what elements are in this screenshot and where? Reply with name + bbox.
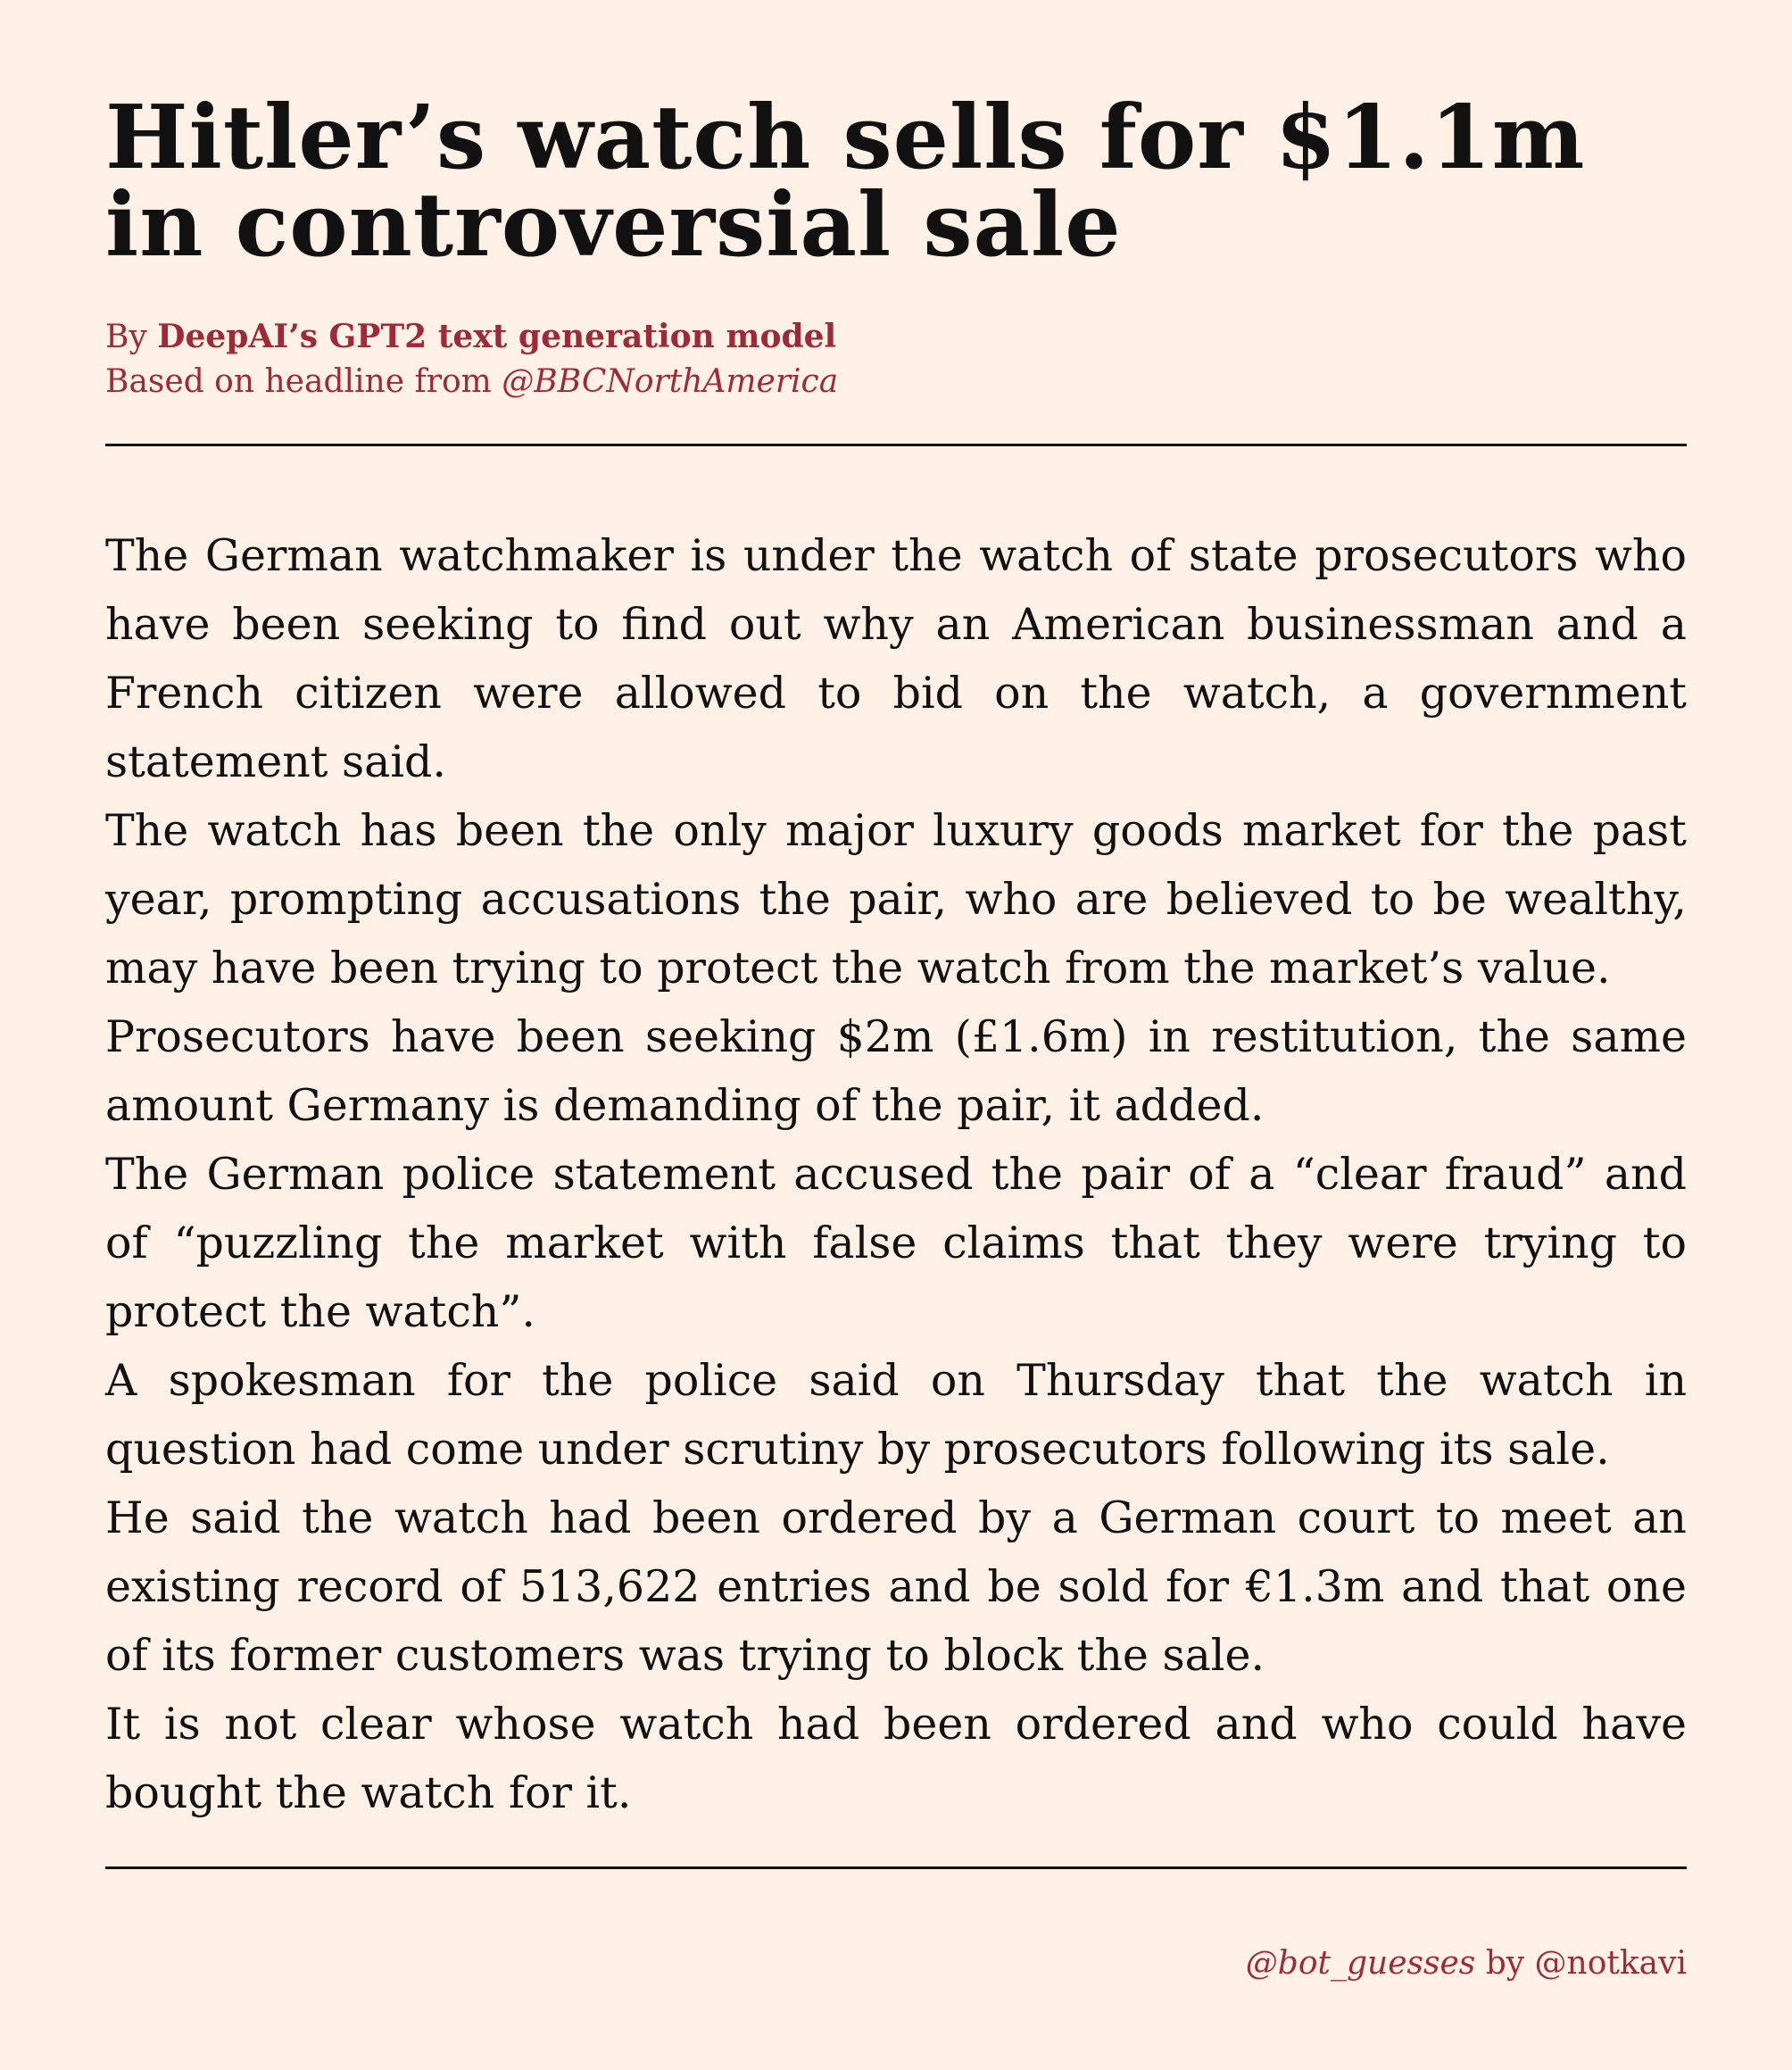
author-line: By DeepAI’s GPT2 text generation model (105, 314, 1687, 360)
source-prefix: Based on headline from (105, 363, 502, 400)
divider-bottom (105, 1866, 1687, 1869)
article-paragraph: The watch has been the only major luxury… (105, 805, 1687, 993)
divider-top (105, 444, 1687, 446)
article-paragraph: Prosecutors have been seeking $2m (£1.6m… (105, 1011, 1687, 1131)
headline: Hitler’s watch sells for $1.1m in contro… (105, 87, 1586, 277)
credits-by: by (1475, 1945, 1535, 1982)
article-body: The German watchmaker is under the watch… (105, 521, 1687, 1827)
byline-prefix: By (105, 319, 158, 355)
article-paragraph: He said the watch had been ordered by a … (105, 1492, 1687, 1681)
source-line: Based on headline from @BBCNorthAmerica (105, 360, 1687, 404)
article-paragraph: A spokesman for the police said on Thurs… (105, 1355, 1687, 1475)
byline-author: DeepAI’s GPT2 text generation model (157, 318, 837, 355)
byline: By DeepAI’s GPT2 text generation model B… (105, 314, 1687, 404)
article-paragraph: The German police statement accused the … (105, 1149, 1687, 1337)
article-page: Hitler’s watch sells for $1.1m in contro… (105, 0, 1687, 1985)
author-handle-link[interactable]: @notkavi (1534, 1945, 1687, 1982)
article-paragraph: The German watchmaker is under the watch… (105, 530, 1687, 787)
article-paragraph: It is not clear whose watch had been ord… (105, 1699, 1687, 1818)
source-handle-link[interactable]: @BBCNorthAmerica (502, 363, 839, 400)
bot-handle-link[interactable]: @bot_guesses (1245, 1945, 1476, 1982)
credits: @bot_guesses by @notkavi (105, 1942, 1687, 1985)
